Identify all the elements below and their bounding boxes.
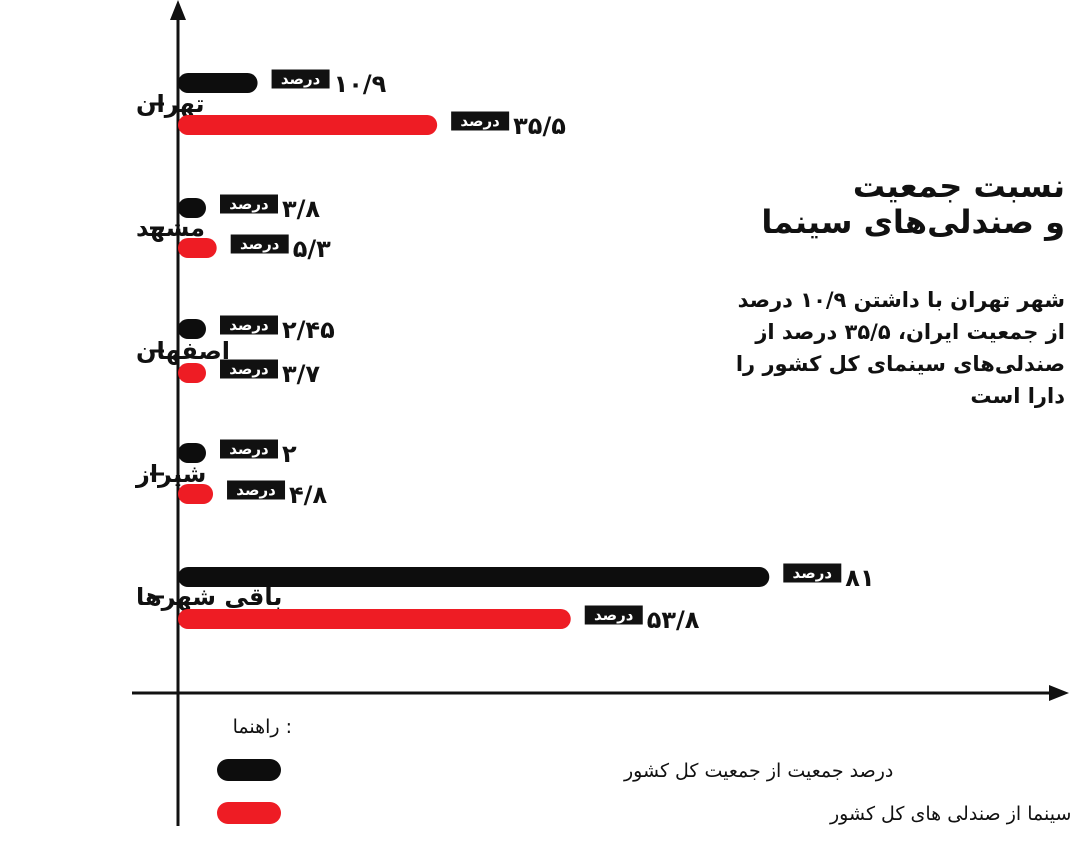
unit-badge [230, 234, 289, 254]
category-label: باقی شهرها [136, 583, 282, 611]
unit-label: درصد [240, 235, 280, 253]
unit-badge [220, 439, 278, 459]
unit-label: درصد [793, 564, 833, 582]
y-axis-arrow [170, 0, 186, 20]
population-bar [178, 567, 770, 587]
unit-badge [451, 111, 510, 131]
cinema-seats-bar [178, 115, 438, 135]
chart-title: نسبت جمعیت و صندلی‌های سینما [705, 168, 1065, 240]
unit-label: درصد [229, 440, 269, 458]
legend-swatch-cinema-seats [217, 802, 281, 824]
unit-label: درصد [236, 481, 276, 499]
value-label: ۴/۸ [289, 481, 327, 509]
title-line-2: و صندلی‌های سینما [761, 203, 1065, 241]
value-label: ۸۱ [845, 564, 874, 592]
legend: راهنما : درصد جمعیت از جمعیت کل کشور درصد… [217, 716, 1071, 825]
description-line-3: صندلی‌های سینمای کل کشور را [735, 352, 1065, 376]
description-line-1: شهر تهران با داشتن ۱۰/۹ درصد [737, 288, 1065, 312]
value-label: ۵۳/۸ [647, 606, 700, 634]
population-bar [178, 319, 206, 339]
unit-badge [783, 563, 842, 583]
value-label: ۲ [282, 440, 297, 468]
value-label: ۱۰/۹ [334, 70, 387, 98]
unit-label: درصد [229, 195, 269, 213]
cinema-seats-bar [178, 609, 571, 629]
unit-label: درصد [460, 112, 500, 130]
description: شهر تهران با داشتن ۱۰/۹ درصد از جمعیت ای… [675, 284, 1065, 412]
category-label: تهران [136, 90, 205, 118]
legend-swatch-population [217, 759, 281, 781]
unit-badge [220, 194, 278, 214]
unit-badge [227, 480, 286, 500]
unit-label: درصد [594, 606, 634, 624]
unit-badge [220, 359, 278, 379]
category-label: مشهد [136, 214, 205, 242]
unit-label: درصد [229, 316, 269, 334]
x-axis-arrow [1049, 685, 1069, 701]
cinema-seats-bar [178, 484, 214, 504]
population-bar [178, 73, 258, 93]
cinema-seats-bar [178, 363, 206, 383]
description-line-4: دارا است [970, 384, 1065, 408]
axes [132, 0, 1069, 826]
title-line-1: نسبت جمعیت [852, 167, 1065, 205]
legend-title: راهنما : [233, 716, 292, 738]
unit-badge [220, 315, 278, 335]
value-label: ۵/۳ [293, 235, 331, 263]
cinema-seats-bar [178, 238, 217, 258]
unit-label: درصد [281, 70, 321, 88]
population-bar [178, 198, 206, 218]
legend-label-cinema-seats: درصد تعداد صندلی های سینما از صندلی های … [829, 803, 1071, 825]
value-label: ۲/۴۵ [282, 316, 335, 344]
description-line-2: از جمعیت ایران، ۳۵/۵ درصد از [755, 320, 1065, 344]
category-ticks: تهران مشهد اصفهان شیراز باقی شهرها [135, 90, 282, 611]
unit-badge [271, 69, 330, 89]
legend-label-population: درصد جمعیت از جمعیت کل کشور [623, 760, 893, 782]
value-label: ۳/۸ [282, 195, 320, 223]
unit-label: درصد [229, 360, 269, 378]
population-bar [178, 443, 206, 463]
category-label: اصفهان [136, 337, 230, 365]
value-label: ۳۵/۵ [513, 112, 566, 140]
category-label: شیراز [135, 460, 206, 488]
value-label: ۳/۷ [282, 360, 320, 388]
unit-badge [584, 605, 643, 625]
